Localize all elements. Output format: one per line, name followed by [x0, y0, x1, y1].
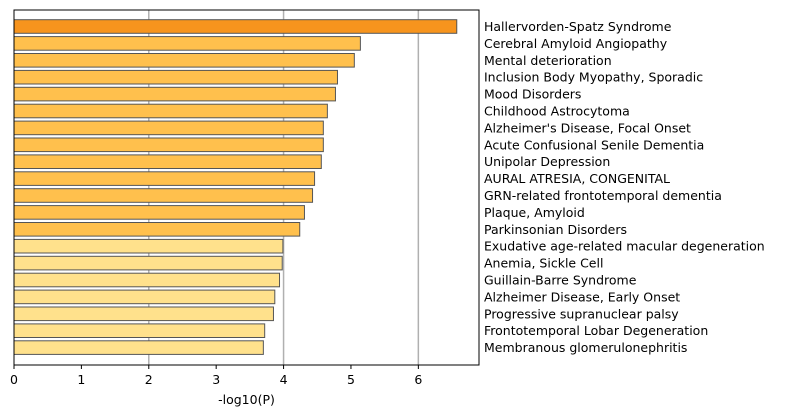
- bar: [13, 53, 355, 68]
- x-tick-label: 2: [145, 372, 153, 387]
- bar: [13, 36, 361, 51]
- category-label: GRN-related frontotemporal dementia: [484, 188, 722, 203]
- category-label: Mental deterioration: [484, 53, 612, 68]
- bar: [13, 103, 328, 119]
- bar: [13, 272, 281, 288]
- gridlines: [148, 10, 420, 365]
- x-tick-label: 4: [280, 372, 288, 387]
- plot-frame: [13, 9, 480, 366]
- bar: [13, 323, 266, 338]
- category-label: Frontotemporal Lobar Degeneration: [484, 323, 708, 338]
- category-label: Exudative age-related macular degenerati…: [484, 239, 765, 254]
- category-label: Guillain-Barre Syndrome: [484, 273, 637, 288]
- bar: [13, 255, 283, 271]
- bar: [13, 19, 458, 34]
- bar: [13, 205, 305, 220]
- x-tick-label: 6: [414, 372, 422, 387]
- category-label: Alzheimer Disease, Early Onset: [484, 289, 680, 304]
- category-label: Membranous glomerulonephritis: [484, 340, 687, 355]
- category-label: Progressive supranuclear palsy: [484, 306, 679, 321]
- category-label: Anemia, Sickle Cell: [484, 256, 603, 271]
- bar: [13, 86, 336, 102]
- bar: [13, 222, 301, 237]
- bar: [13, 188, 314, 203]
- category-label: Mood Disorders: [484, 87, 581, 102]
- bar: [13, 154, 322, 169]
- category-labels: Hallervorden-Spatz Syndrome Cerebral Amyl…: [484, 19, 765, 355]
- bar: [13, 340, 264, 355]
- bar: [13, 289, 276, 305]
- category-label: Inclusion Body Myopathy, Sporadic: [484, 70, 703, 85]
- category-label: AURAL ATRESIA, CONGENITAL: [484, 171, 670, 186]
- category-label: Parkinsonian Disorders: [484, 222, 627, 237]
- bar: [13, 171, 316, 186]
- bar: [13, 238, 284, 254]
- x-tick-label: 5: [347, 372, 355, 387]
- x-axis-title: -log10(P): [218, 392, 275, 407]
- category-label: Acute Confusional Senile Dementia: [484, 137, 704, 152]
- category-label: Hallervorden-Spatz Syndrome: [484, 19, 672, 34]
- bars: [13, 19, 458, 355]
- x-tick-label: 0: [10, 372, 18, 387]
- bar: [13, 120, 324, 136]
- bar: [13, 69, 338, 85]
- bar: [13, 137, 324, 153]
- x-axis-ticks: 0 1 2 3 4 5 6: [10, 365, 422, 387]
- category-label: Unipolar Depression: [484, 154, 610, 169]
- category-label: Plaque, Amyloid: [484, 205, 585, 220]
- bar: [13, 306, 274, 322]
- x-tick-label: 1: [77, 372, 85, 387]
- x-tick-label: 3: [212, 372, 220, 387]
- category-label: Cerebral Amyloid Angiopathy: [484, 36, 668, 51]
- category-label: Childhood Astrocytoma: [484, 104, 630, 119]
- category-label: Alzheimer's Disease, Focal Onset: [484, 120, 691, 135]
